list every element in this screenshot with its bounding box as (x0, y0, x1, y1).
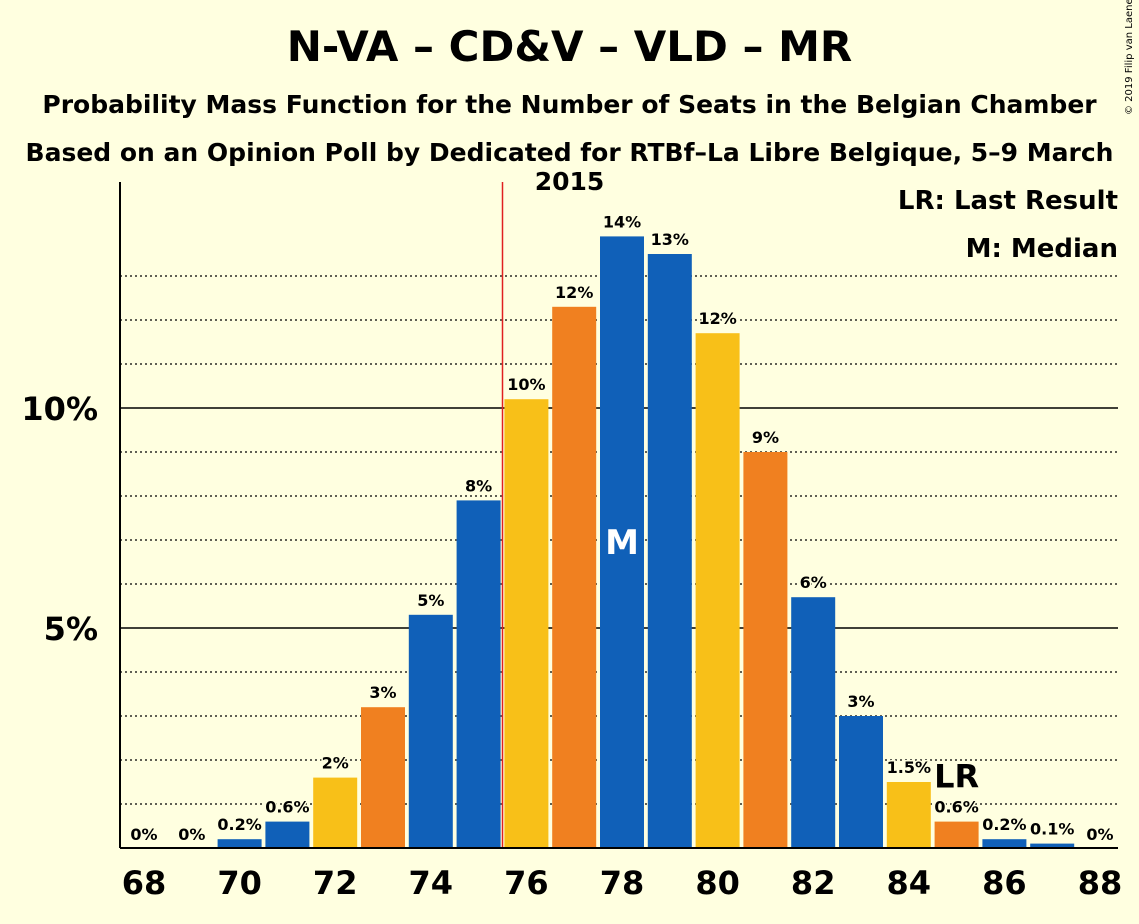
x-tick-label: 70 (217, 864, 262, 902)
bar-value-label: 0.1% (1030, 820, 1074, 839)
bar-seat-77 (552, 306, 597, 848)
bar-seat-84 (886, 782, 931, 848)
x-tick-label: 84 (887, 864, 932, 902)
last-result-marker: LR (934, 758, 979, 796)
bar-seat-70 (217, 839, 262, 848)
bar-value-label: 6% (800, 573, 827, 592)
bar-seat-83 (839, 716, 883, 848)
chart-title: N-VA – CD&V – VLD – MR (286, 22, 853, 71)
bar-value-label: 2% (322, 754, 349, 773)
bar-value-label: 0% (130, 825, 157, 844)
bar-seat-87 (1030, 843, 1075, 848)
bar-value-label: 3% (847, 692, 874, 711)
bar-value-label: 0% (178, 825, 205, 844)
bar-seat-72 (313, 777, 358, 848)
x-tick-label: 74 (409, 864, 454, 902)
median-marker: M (605, 523, 639, 563)
bar-value-label: 0% (1086, 825, 1113, 844)
bar-seat-86 (982, 839, 1027, 848)
x-tick-label: 68 (122, 864, 167, 902)
bar-value-label: 0.2% (982, 815, 1026, 834)
bar-seat-85 (934, 821, 979, 848)
legend-median: M: Median (966, 234, 1118, 264)
x-tick-label: 86 (982, 864, 1027, 902)
bar-seat-80 (695, 333, 740, 848)
x-tick-label: 72 (313, 864, 358, 902)
chart-source-subtitle: Based on an Opinion Poll by Dedicated fo… (25, 138, 1114, 196)
y-tick-label: 10% (21, 390, 98, 428)
bar-value-label: 0.2% (217, 815, 261, 834)
bar-seat-74 (408, 614, 453, 848)
bar-value-label: 12% (698, 309, 736, 328)
bar-value-label: 12% (555, 283, 593, 302)
bar-value-label: 0.6% (934, 798, 978, 817)
bar-seat-82 (791, 597, 836, 848)
bar-seat-79 (647, 254, 692, 848)
legend-last-result: LR: Last Result (898, 186, 1118, 216)
chart-overlays: M LR (501, 182, 979, 848)
x-tick-label: 88 (1078, 864, 1123, 902)
x-tick-label: 78 (600, 864, 645, 902)
axes: 5% 10% 68 70 72 74 76 78 80 82 84 86 88 (21, 182, 1122, 902)
bar-value-label: 9% (752, 428, 779, 447)
bar-value-label: 8% (465, 476, 492, 495)
y-tick-label: 5% (44, 610, 98, 648)
bar-value-label: 14% (603, 212, 641, 231)
bar-seat-78 (600, 236, 644, 848)
bar-value-label: 5% (417, 591, 444, 610)
bar-value-label: 0.6% (265, 798, 309, 817)
x-tick-label: 82 (791, 864, 836, 902)
bar-seat-76 (504, 399, 549, 848)
bar-value-label: 1.5% (887, 758, 931, 777)
x-tick-label: 80 (695, 864, 740, 902)
bar-value-label: 13% (651, 230, 689, 249)
bar-value-label: 10% (507, 375, 545, 394)
bar-seat-71 (265, 821, 310, 848)
bar-seat-75 (456, 500, 501, 848)
x-tick-label: 76 (504, 864, 549, 902)
bar-value-label: 3% (369, 683, 396, 702)
grid-lines (120, 275, 1118, 805)
bar-seat-81 (743, 452, 788, 848)
chart-subtitle: Probability Mass Function for the Number… (42, 90, 1097, 119)
bar-seat-73 (361, 707, 405, 848)
bars: 0% 0%0.2%0.6%2%3%5%8%10%12%14%13%12%9%6%3… (129, 211, 1115, 848)
